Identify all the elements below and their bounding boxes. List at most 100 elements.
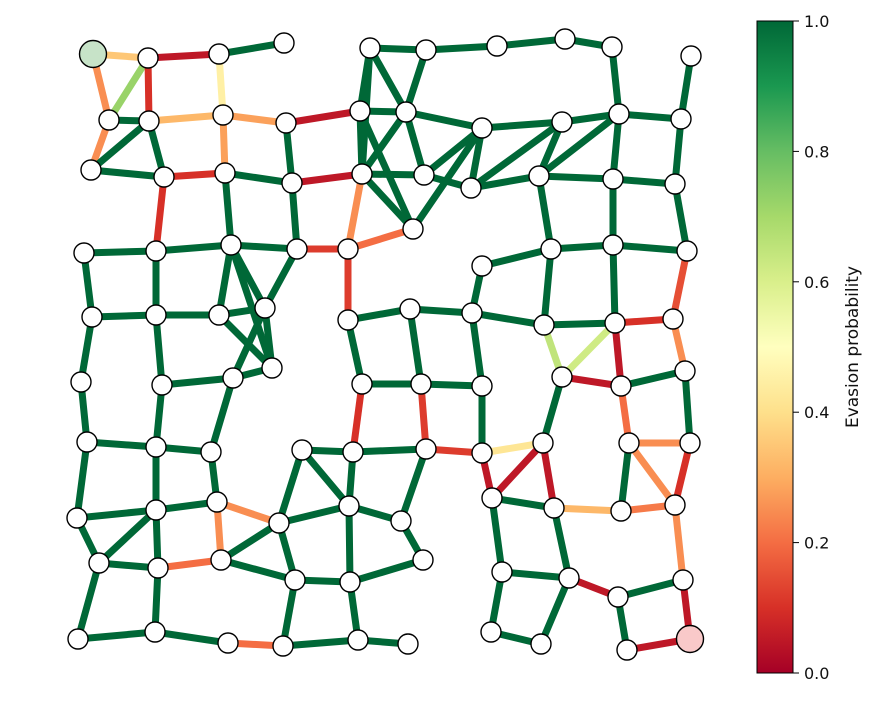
graph-node <box>662 308 684 330</box>
graph-edge <box>609 110 623 183</box>
graph-edge <box>345 502 354 586</box>
graph-edge <box>261 245 301 312</box>
graph-node <box>680 45 702 67</box>
graph-edge <box>493 35 569 50</box>
graph-edge <box>213 498 283 527</box>
graph-edge <box>344 170 366 253</box>
graph-node <box>98 109 120 131</box>
graph-edge <box>609 241 619 327</box>
graph-node <box>220 234 242 256</box>
graph-node <box>610 500 632 522</box>
graph-node <box>540 238 562 260</box>
graph-edge <box>207 374 237 456</box>
graph-node <box>610 375 632 397</box>
graph-edge <box>422 42 501 54</box>
graph-node <box>664 494 686 516</box>
graph-node <box>608 103 630 125</box>
graph-node <box>471 375 493 397</box>
graph-node <box>390 510 412 532</box>
graph-edge <box>74 628 159 643</box>
graph-edge <box>298 446 353 510</box>
graph-edge <box>617 439 633 515</box>
graph-edge <box>105 54 152 124</box>
graph-node <box>200 441 222 463</box>
graph-edge <box>275 446 306 527</box>
graph-node <box>272 635 294 657</box>
graph-node <box>471 255 493 277</box>
graph-edge <box>215 311 276 372</box>
graph-node <box>73 242 95 264</box>
graph-node <box>286 238 308 260</box>
colorbar-tick-label: 0.4 <box>804 403 829 422</box>
graph-node <box>607 586 629 608</box>
graph-node <box>337 309 359 331</box>
graph-edge <box>358 170 417 233</box>
graph-node <box>491 561 513 583</box>
graph-node <box>208 43 230 65</box>
graph-edge <box>488 494 506 576</box>
graph-node <box>144 621 166 643</box>
graph-edge <box>152 311 166 389</box>
graph-edge <box>288 179 301 253</box>
graph-edge <box>152 173 168 255</box>
graph-node <box>551 111 573 133</box>
graph-edge <box>468 309 548 329</box>
graph-edge <box>87 166 168 181</box>
graph-edge <box>275 502 353 527</box>
graph-node <box>415 39 437 61</box>
graph-edge <box>406 305 425 388</box>
graph-edge <box>282 107 364 127</box>
graph-node <box>672 569 694 591</box>
graph-node <box>342 441 364 463</box>
graph-node <box>138 110 160 132</box>
graph-edge <box>539 373 566 447</box>
graph-node <box>88 552 110 574</box>
graph-node <box>395 101 417 123</box>
graph-node <box>351 163 373 185</box>
graph-edge <box>540 245 555 329</box>
graph-edge <box>80 249 96 321</box>
graph-node <box>471 117 493 139</box>
graph-node <box>208 304 230 326</box>
graph-node <box>347 629 369 651</box>
graph-edge <box>344 316 366 388</box>
graph-node <box>532 432 554 454</box>
graph-edge <box>229 304 269 382</box>
graph-node <box>212 104 234 126</box>
graph-nodes <box>66 28 705 661</box>
graph-edge <box>221 169 296 187</box>
graph-node <box>402 218 424 240</box>
graph-node <box>618 432 640 454</box>
graph-node <box>338 495 360 517</box>
graph-node <box>291 439 313 461</box>
graph-edge <box>95 506 160 567</box>
graph-edge <box>402 108 428 179</box>
graph-edge <box>145 111 227 125</box>
graph-node <box>558 567 580 589</box>
graph-edge <box>669 247 691 323</box>
graph-edge <box>151 628 232 647</box>
graph-edge <box>681 367 694 447</box>
graph-node <box>397 633 419 655</box>
colorbar-gradient <box>756 20 794 674</box>
graph-node <box>486 35 508 57</box>
graph-node <box>349 100 371 122</box>
graph-edge <box>535 172 555 253</box>
colorbar-tick-label: 0.6 <box>804 273 829 292</box>
colorbar-ticks: 0.0 0.2 0.4 0.6 0.8 1.0 <box>793 12 829 683</box>
graph-edge <box>215 241 235 319</box>
graph-edge <box>74 559 103 643</box>
graph-node <box>480 621 502 643</box>
graph-edge <box>467 118 566 192</box>
graph-edge <box>158 374 237 389</box>
graph-edge <box>498 568 573 582</box>
graph-node <box>359 37 381 59</box>
graph-node <box>543 497 565 519</box>
graph-node <box>81 306 103 328</box>
graph-edge <box>488 439 547 502</box>
graph-node <box>604 312 626 334</box>
graph-node <box>670 108 692 130</box>
graph-edge <box>344 225 417 253</box>
graph-node <box>460 177 482 199</box>
